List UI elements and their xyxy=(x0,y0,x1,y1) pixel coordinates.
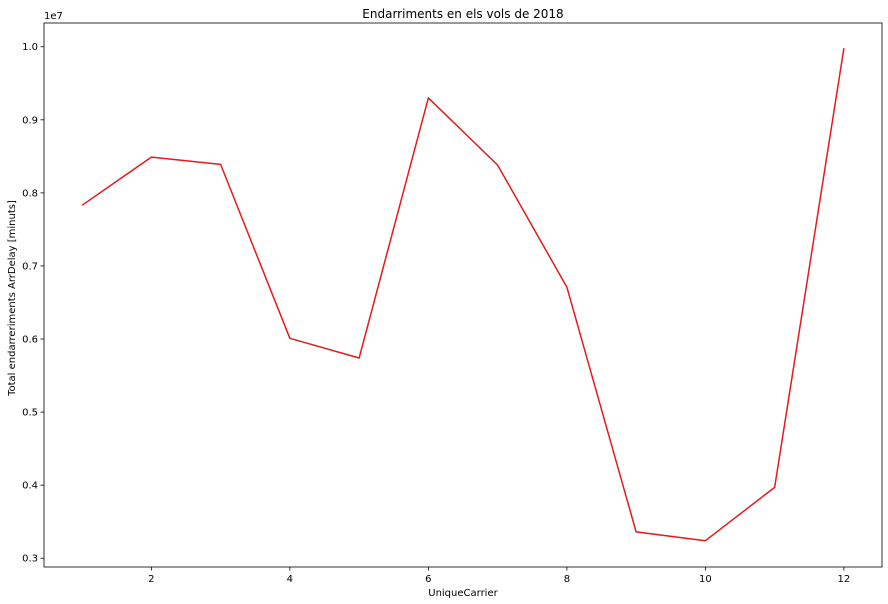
y-tick-label: 0.9 xyxy=(22,115,38,126)
y-tick-label: 1.0 xyxy=(22,42,38,53)
y-tick-label: 0.7 xyxy=(22,261,38,272)
series-line xyxy=(81,48,845,542)
x-axis: 2 4 6 8 10 12 xyxy=(148,567,850,585)
series-layer xyxy=(81,48,845,542)
chart-title: Endarriments en els vols de 2018 xyxy=(362,7,563,21)
x-tick-label: 10 xyxy=(699,574,712,585)
x-axis-label: UniqueCarrier xyxy=(428,588,498,599)
y-tick-label: 0.5 xyxy=(22,408,38,419)
y-axis: 0.3 0.4 0.5 0.6 0.7 0.8 0.9 1.0 xyxy=(22,42,44,565)
x-tick-label: 12 xyxy=(838,574,851,585)
y-tick-label: 0.4 xyxy=(22,481,38,492)
y-axis-label: Total endarreriments ArrDelay [minuts] xyxy=(7,200,18,397)
y-tick-label: 0.8 xyxy=(22,188,38,199)
y-tick-label: 0.6 xyxy=(22,335,38,346)
x-tick-label: 2 xyxy=(148,574,154,585)
x-tick-label: 8 xyxy=(564,574,570,585)
x-tick-label: 4 xyxy=(287,574,293,585)
plot-frame xyxy=(43,22,883,568)
y-axis-offset-label: 1e7 xyxy=(44,11,63,22)
x-tick-label: 6 xyxy=(425,574,431,585)
y-tick-label: 0.3 xyxy=(22,554,38,565)
